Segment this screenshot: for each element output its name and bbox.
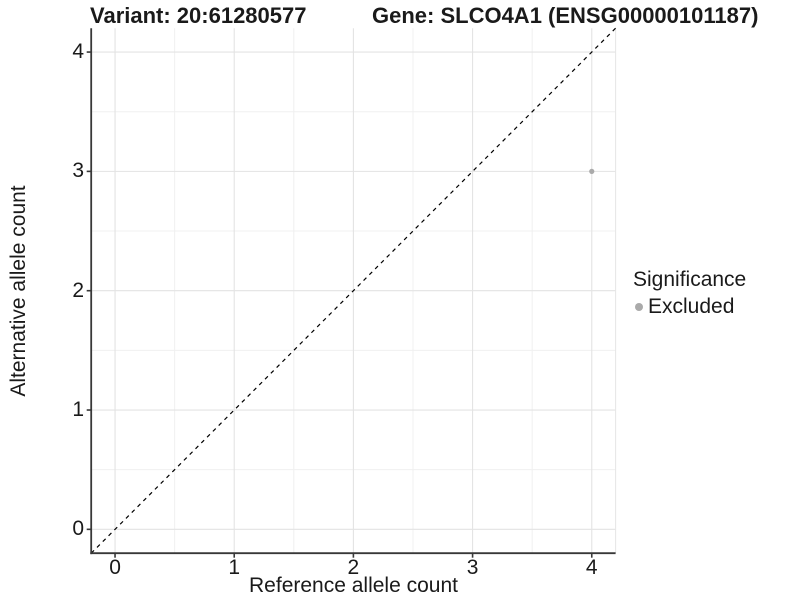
significance-legend: Significance Excluded [633, 268, 746, 318]
x-tick-label: 1 [228, 556, 241, 579]
identity-line [90, 27, 617, 554]
y-tick-label: 0 [72, 517, 84, 541]
x-tick-label: 3 [466, 556, 479, 579]
gene-title: Gene: SLCO4A1 (ENSG00000101187) [372, 3, 759, 28]
y-tick-label: 1 [72, 398, 84, 422]
circle-icon [635, 302, 643, 311]
x-tick-label: 4 [585, 556, 598, 579]
y-tick-label: 2 [72, 278, 84, 302]
x-tick-label: 0 [109, 556, 121, 579]
y-tick-label: 3 [72, 159, 84, 183]
data-point [589, 168, 595, 174]
legend-title: Significance [633, 268, 747, 291]
y-tick-label: 4 [72, 40, 84, 64]
x-tick-label: 2 [347, 556, 360, 579]
legend-items: Excluded [633, 295, 746, 318]
legend-item: Excluded [633, 295, 746, 318]
x-axis-title: Reference allele count [249, 574, 458, 597]
variant-title: Variant: 20:61280577 [90, 3, 307, 28]
legend-item-label: Excluded [648, 295, 735, 318]
